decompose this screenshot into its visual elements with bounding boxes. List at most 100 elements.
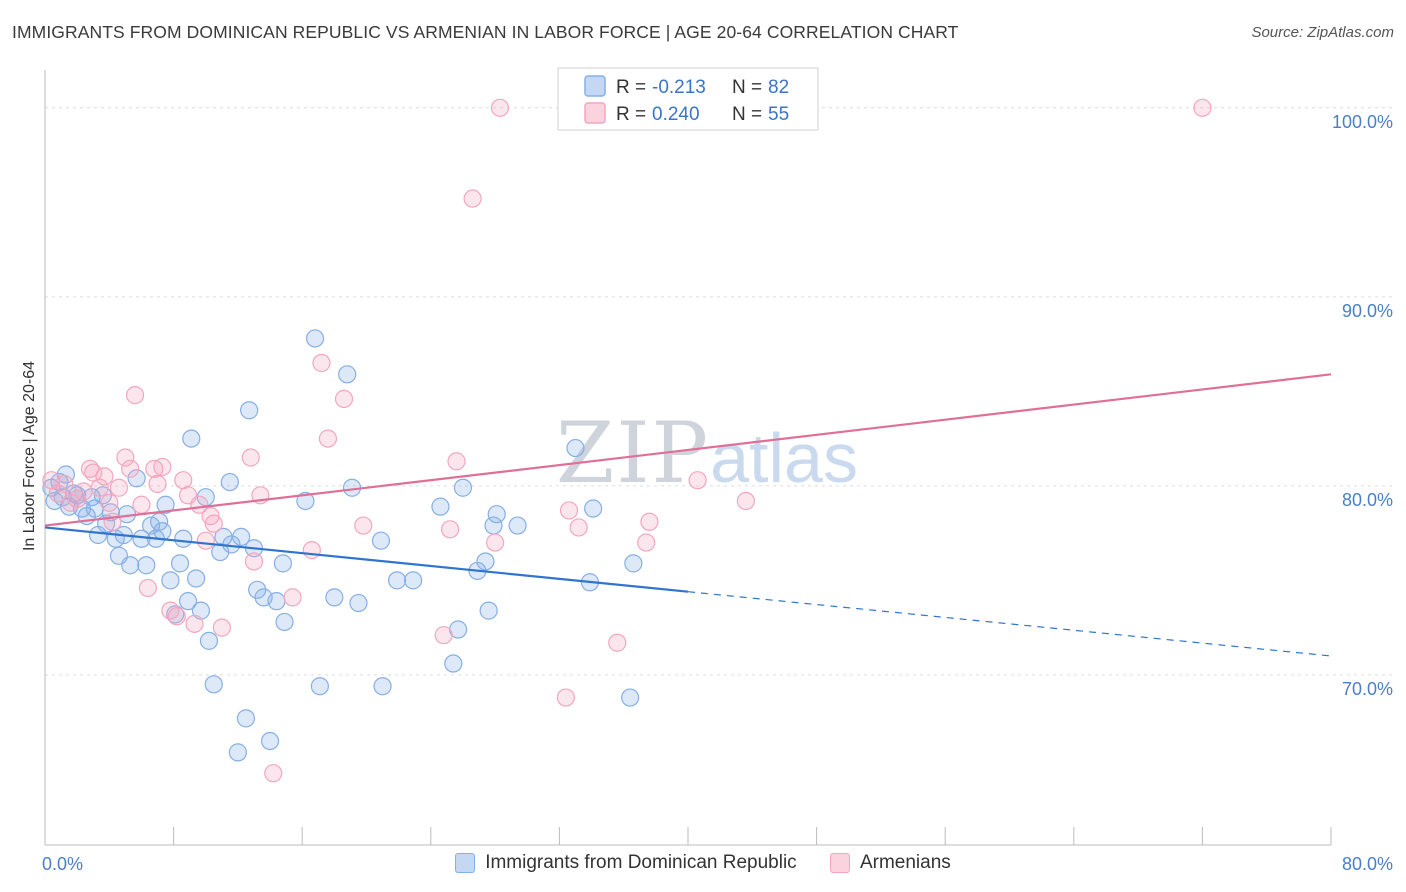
point-armenian-49	[569, 518, 588, 537]
stats-n-value-armenian: 55	[768, 104, 789, 125]
trend-lines	[44, 373, 1332, 657]
point-dominican-69	[453, 478, 473, 497]
point-dominican-79	[621, 688, 640, 707]
point-dominican-52	[267, 592, 286, 611]
point-dominican-66	[431, 497, 450, 516]
chart-title: IMMIGRANTS FROM DOMINICAN REPUBLIC VS AR…	[12, 22, 959, 42]
trend-line-armenian	[44, 373, 1332, 527]
source-credit: Source: ZipAtlas.com	[1251, 24, 1394, 41]
tick-labels: 70.0% 80.0% 90.0% 100.0% 0.0% 80.0%	[42, 112, 1393, 874]
stats-n-label-armenian: N =	[732, 104, 762, 125]
legend-swatch-dominican	[455, 853, 476, 873]
point-armenian-23	[174, 471, 193, 490]
point-dominican-58	[325, 588, 344, 607]
point-dominican-78	[584, 499, 603, 518]
point-armenian-8	[90, 478, 109, 497]
trend-line-extension-dominican	[687, 591, 1332, 657]
point-armenian-19	[148, 474, 167, 494]
point-dominican-59	[338, 365, 357, 384]
point-dominican-51	[260, 731, 280, 751]
x-tick-label-max: 80.0%	[1342, 854, 1393, 874]
point-armenian-39	[334, 389, 354, 409]
point-armenian-44	[463, 189, 482, 208]
point-armenian-20	[153, 457, 172, 477]
point-dominican-38	[199, 631, 219, 650]
point-dominican-29	[161, 571, 180, 590]
point-dominican-67	[444, 654, 463, 673]
point-armenian-22	[167, 607, 186, 626]
stats-n-value-dominican: 82	[768, 77, 789, 98]
point-armenian-36	[302, 541, 321, 560]
point-armenian-25	[185, 614, 204, 633]
point-dominican-31	[170, 554, 190, 573]
point-armenian-43	[447, 452, 466, 471]
stats-legend: R = -0.213 N = 82 R = 0.240 N = 55	[557, 67, 819, 131]
stats-swatch-dominican	[584, 75, 606, 97]
y-tick-label-100: 100.0%	[1332, 112, 1393, 132]
point-armenian-30	[212, 618, 231, 637]
point-armenian-53	[688, 471, 707, 490]
legend-item-dominican: Immigrants from Dominican Republic	[455, 852, 797, 874]
stats-r-label-dominican: R =	[616, 77, 646, 98]
legend-item-armenians: Armenians	[829, 852, 951, 874]
stats-n-label-dominican: N =	[732, 77, 762, 98]
point-armenian-34	[264, 764, 283, 783]
legend-swatch-armenians	[829, 853, 850, 873]
point-dominican-42	[220, 472, 239, 492]
point-armenian-2	[55, 474, 74, 494]
x-tick-label-min: 0.0%	[42, 854, 83, 874]
point-dominican-62	[371, 531, 391, 550]
point-dominican-76	[566, 438, 585, 458]
point-dominican-80	[624, 554, 643, 573]
point-dominican-27	[153, 522, 172, 541]
point-armenian-52	[640, 512, 659, 531]
stats-swatch-armenian	[584, 102, 606, 124]
point-armenian-4	[68, 489, 87, 509]
point-dominican-34	[182, 429, 201, 448]
point-dominican-71	[476, 552, 495, 571]
point-armenian-54	[736, 491, 755, 511]
point-armenian-1	[48, 484, 67, 503]
point-armenian-50	[608, 633, 627, 652]
point-armenian-9	[95, 467, 114, 486]
point-dominican-21	[127, 469, 146, 488]
point-armenian-27	[196, 531, 215, 550]
point-dominican-57	[310, 677, 329, 696]
point-dominican-54	[275, 612, 294, 632]
point-armenian-37	[312, 353, 331, 373]
y-tick-label-90: 90.0%	[1342, 301, 1393, 321]
stats-r-value-dominican: -0.213	[652, 77, 706, 98]
point-dominican-53	[273, 554, 293, 573]
point-armenian-5	[74, 482, 93, 501]
point-dominican-33	[178, 592, 198, 611]
point-armenian-13	[116, 448, 135, 467]
point-dominican-49	[248, 580, 267, 599]
point-dominican-45	[232, 527, 251, 546]
axes	[44, 70, 1332, 846]
point-dominican-47	[240, 401, 259, 420]
point-armenian-31	[241, 448, 260, 467]
point-dominican-74	[487, 505, 506, 524]
point-dominican-72	[479, 601, 498, 620]
stats-r-value-armenian: 0.240	[652, 104, 700, 125]
point-armenian-15	[125, 386, 145, 405]
point-dominican-20	[121, 556, 140, 575]
point-armenian-46	[490, 98, 510, 117]
point-armenian-16	[132, 495, 151, 514]
point-armenian-48	[559, 501, 579, 520]
point-dominican-44	[228, 743, 247, 762]
legend-label-dominican: Immigrants from Dominican Republic	[485, 852, 797, 873]
point-armenian-42	[440, 520, 460, 539]
y-tick-label-70: 70.0%	[1342, 679, 1393, 699]
point-dominican-23	[137, 556, 156, 575]
point-armenian-51	[637, 533, 656, 552]
point-dominican-46	[236, 709, 256, 728]
stats-r-label-armenian: R =	[616, 104, 646, 125]
y-tick-label-80: 80.0%	[1342, 490, 1393, 510]
point-armenian-41	[434, 626, 453, 645]
point-armenian-12	[109, 478, 129, 497]
point-armenian-45	[486, 533, 505, 552]
point-armenian-38	[318, 429, 338, 448]
legend-label-armenians: Armenians	[859, 852, 951, 873]
